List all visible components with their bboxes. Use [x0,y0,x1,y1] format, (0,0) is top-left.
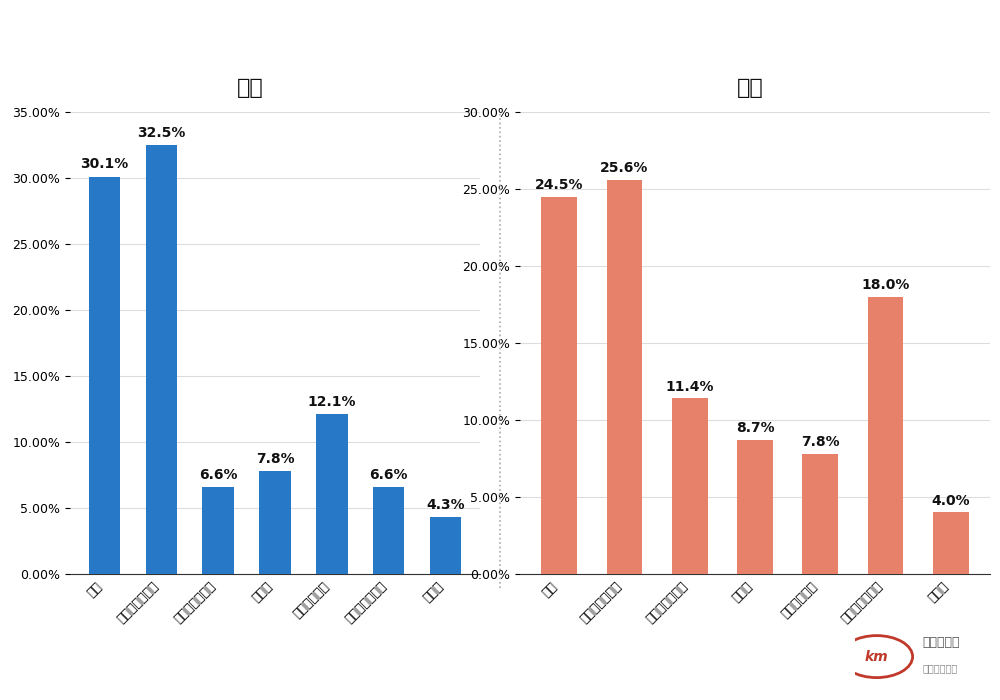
Bar [259,471,291,574]
Bar [607,180,642,574]
Text: ーメディアー: ーメディアー [922,664,957,673]
Bar [737,440,773,574]
Bar [146,145,177,574]
Text: 女性: 女性 [737,78,763,97]
Text: 既婚マッチ: 既婚マッチ [922,636,960,649]
Text: 4.3%: 4.3% [426,498,465,512]
Bar [933,512,969,574]
Text: 32.5%: 32.5% [137,126,185,140]
Text: 6.6%: 6.6% [199,468,237,482]
Text: 30.1%: 30.1% [80,158,128,172]
Text: 浮気相手とはどのように出会いましたか？: 浮気相手とはどのように出会いましたか？ [327,17,673,46]
Bar [316,414,348,574]
Text: 男性: 男性 [237,78,263,97]
Bar [373,487,404,574]
Bar [672,398,708,574]
Text: 4.0%: 4.0% [931,494,970,508]
Text: km: km [865,650,888,664]
Bar [802,454,838,574]
Text: 12.1%: 12.1% [308,395,356,409]
Text: 7.8%: 7.8% [801,435,840,449]
Bar [89,176,120,574]
Text: 18.0%: 18.0% [861,278,910,292]
Bar [202,487,234,574]
Text: 6.6%: 6.6% [370,468,408,482]
Text: 7.8%: 7.8% [256,452,294,466]
Text: 11.4%: 11.4% [666,380,714,394]
Bar [430,517,461,574]
Text: 25.6%: 25.6% [600,161,649,175]
Text: 24.5%: 24.5% [535,178,584,192]
Bar [868,297,903,574]
Text: 8.7%: 8.7% [736,421,774,435]
Bar [541,197,577,574]
